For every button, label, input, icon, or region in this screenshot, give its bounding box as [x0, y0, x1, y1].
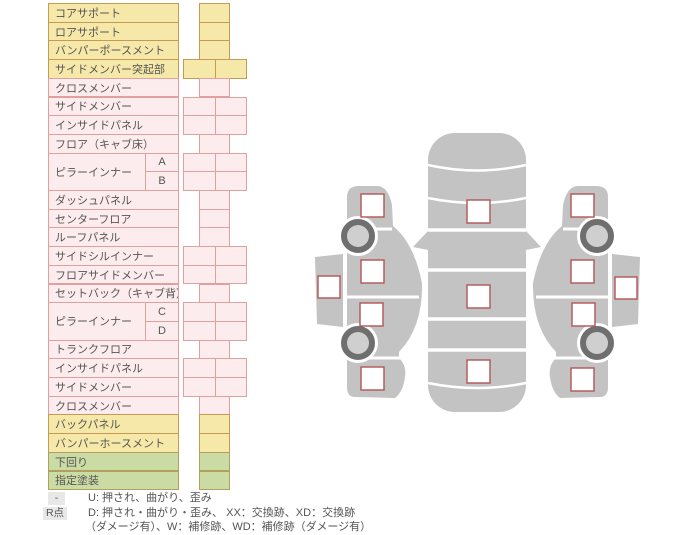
legend-text: D: 押され・曲がり・歪み、 XX：交換跡、XD：交換跡	[88, 506, 356, 519]
status-cell[interactable]	[215, 320, 247, 341]
status-cell[interactable]	[199, 133, 230, 154]
part-label: ダッシュパネル	[48, 190, 179, 210]
part-sub-label: D	[145, 320, 179, 341]
right-rocker-checkbox[interactable]	[614, 276, 638, 300]
part-label: インサイドパネル	[48, 358, 179, 378]
top-view-center-checkbox[interactable]	[466, 284, 491, 309]
status-cell[interactable]	[199, 283, 230, 304]
status-cell[interactable]	[199, 190, 230, 210]
part-label: フロア（キャブ床）	[48, 133, 179, 154]
part-label: ピラーインナー	[48, 152, 146, 191]
status-cell[interactable]	[215, 377, 247, 397]
status-cell[interactable]	[215, 59, 247, 79]
left-front-fender-checkbox[interactable]	[360, 193, 385, 218]
status-cell[interactable]	[183, 171, 216, 191]
right-mirror-icon	[526, 231, 541, 250]
part-label: バンパーホースメント	[48, 433, 179, 453]
status-cell[interactable]	[199, 40, 230, 61]
part-label: フロアサイドメンバー	[48, 264, 179, 285]
right-front-door-checkbox[interactable]	[570, 259, 595, 284]
legend-row: - U: 押され、曲がり、歪み	[43, 492, 463, 507]
part-label: センターフロア	[48, 208, 179, 229]
status-cell[interactable]	[199, 433, 230, 453]
legend-row: R点 D: 押され・曲がり・歪み、 XX：交換跡、XD：交換跡	[43, 506, 463, 522]
part-label: ルーフパネル	[48, 227, 179, 248]
status-cell[interactable]	[183, 377, 216, 397]
status-cell[interactable]	[199, 3, 230, 23]
left-mirror-icon	[413, 231, 428, 250]
part-sub-label: C	[145, 302, 179, 322]
part-label: サイドシルインナー	[48, 246, 179, 266]
status-cell[interactable]	[199, 77, 230, 98]
left-rear-fender-checkbox[interactable]	[360, 366, 385, 391]
status-cell[interactable]	[183, 59, 216, 79]
part-label: インサイドパネル	[48, 115, 179, 135]
part-label: 指定塗装	[48, 470, 179, 491]
vehicle-diagram	[313, 133, 642, 412]
part-label: クロスメンバー	[48, 395, 179, 416]
status-cell[interactable]	[215, 302, 247, 322]
part-label: ピラーインナー	[48, 302, 146, 341]
part-label: バックパネル	[48, 414, 179, 435]
right-rear-door-checkbox[interactable]	[571, 302, 596, 327]
status-cell[interactable]	[183, 302, 216, 322]
status-cell[interactable]	[183, 115, 216, 135]
status-cell[interactable]	[199, 227, 230, 248]
status-cell[interactable]	[215, 171, 247, 191]
status-cell[interactable]	[199, 414, 230, 435]
top-view-rear-checkbox[interactable]	[466, 359, 491, 384]
right-rear-fender-checkbox[interactable]	[570, 367, 595, 392]
right-front-fender-checkbox[interactable]	[570, 193, 595, 218]
legend: - U: 押され、曲がり、歪み R点 D: 押され・曲がり・歪み、 XX：交換跡…	[43, 492, 463, 535]
part-label: セットバック（キャブ背）	[48, 283, 179, 304]
legend-key-rpoint: R点	[43, 506, 67, 520]
status-cell[interactable]	[183, 358, 216, 378]
part-sub-label: A	[145, 152, 179, 173]
status-cell[interactable]	[183, 96, 216, 117]
status-cell[interactable]	[215, 358, 247, 378]
status-cell[interactable]	[199, 395, 230, 416]
status-cell[interactable]	[183, 246, 216, 266]
status-cell[interactable]	[199, 21, 230, 42]
part-label: サイドメンバー	[48, 377, 179, 397]
left-rear-door-checkbox[interactable]	[359, 302, 384, 327]
part-label: バンパーポースメント	[48, 40, 179, 61]
status-cell[interactable]	[215, 152, 247, 173]
legend-text: U: 押され、曲がり、歪み	[88, 492, 212, 504]
part-label: コアサポート	[48, 3, 179, 23]
parts-table: コアサポート ロアサポート バンパーポースメント サイドメンバー突起部 クロスメンバーサ…	[48, 3, 248, 491]
legend-key-dash: -	[48, 492, 65, 505]
status-cell[interactable]	[183, 320, 216, 341]
status-cell[interactable]	[199, 339, 230, 360]
status-cell[interactable]	[215, 264, 247, 285]
part-label: トランクフロア	[48, 339, 179, 360]
status-cell[interactable]	[215, 246, 247, 266]
car-top-view	[413, 133, 541, 412]
top-view-front-checkbox[interactable]	[466, 199, 491, 224]
legend-row: （ダメージ有）、W：補修跡、WD：補修跡（ダメージ有）	[43, 521, 463, 535]
part-label: 下回り	[48, 451, 179, 472]
status-cell[interactable]	[199, 470, 230, 491]
status-cell[interactable]	[183, 264, 216, 285]
part-label: サイドメンバー	[48, 96, 179, 117]
left-front-door-checkbox[interactable]	[360, 259, 385, 284]
part-sub-label: B	[145, 171, 179, 191]
status-cell[interactable]	[183, 152, 216, 173]
status-cell[interactable]	[215, 115, 247, 135]
part-label: ロアサポート	[48, 21, 179, 42]
left-rocker-checkbox[interactable]	[317, 275, 341, 299]
status-cell[interactable]	[199, 451, 230, 472]
part-label: サイドメンバー突起部	[48, 59, 179, 79]
legend-text: （ダメージ有）、W：補修跡、WD：補修跡（ダメージ有）	[85, 521, 372, 533]
status-cell[interactable]	[199, 208, 230, 229]
status-cell[interactable]	[215, 96, 247, 117]
part-label: クロスメンバー	[48, 77, 179, 98]
